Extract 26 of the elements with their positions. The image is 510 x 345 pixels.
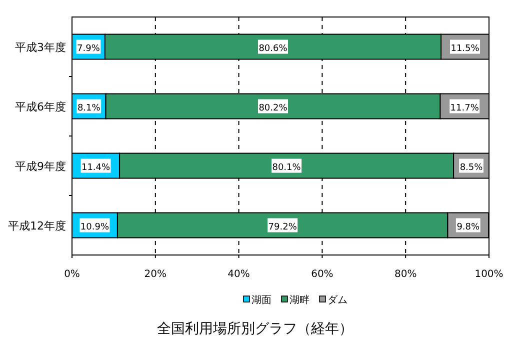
- y-tick-label: 平成6年度: [15, 100, 66, 114]
- data-label: 80.1%: [272, 162, 302, 173]
- x-tick-label: 100%: [474, 269, 504, 280]
- data-label: 8.5%: [460, 162, 484, 173]
- data-label: 80.6%: [258, 44, 288, 54]
- legend-label: ダム: [328, 294, 348, 306]
- data-label: 11.5%: [450, 44, 480, 54]
- x-tick-label: 0%: [64, 269, 80, 280]
- x-tick-label: 20%: [144, 269, 167, 280]
- text: 全国利用場所別グラフ（経年）: [157, 321, 353, 337]
- data-label: 9.8%: [456, 222, 480, 232]
- y-tick-label: 平成3年度: [15, 40, 66, 54]
- legend-label: 湖面: [252, 294, 272, 306]
- data-label: 10.9%: [80, 222, 110, 232]
- y-tick-label: 平成12年度: [8, 219, 66, 232]
- data-label: 8.1%: [77, 103, 101, 114]
- x-tick-label: 80%: [394, 269, 417, 280]
- legend-label: 湖畔: [290, 294, 310, 306]
- data-label: 11.4%: [81, 162, 111, 173]
- data-label: 80.2%: [258, 103, 288, 114]
- x-tick-label: 40%: [228, 269, 250, 280]
- data-label: 79.2%: [268, 222, 298, 232]
- x-tick-label: 60%: [311, 269, 334, 280]
- data-label: 11.7%: [450, 103, 480, 114]
- data-label: 7.9%: [77, 44, 100, 54]
- y-tick-label: 平成9年度: [15, 160, 66, 173]
